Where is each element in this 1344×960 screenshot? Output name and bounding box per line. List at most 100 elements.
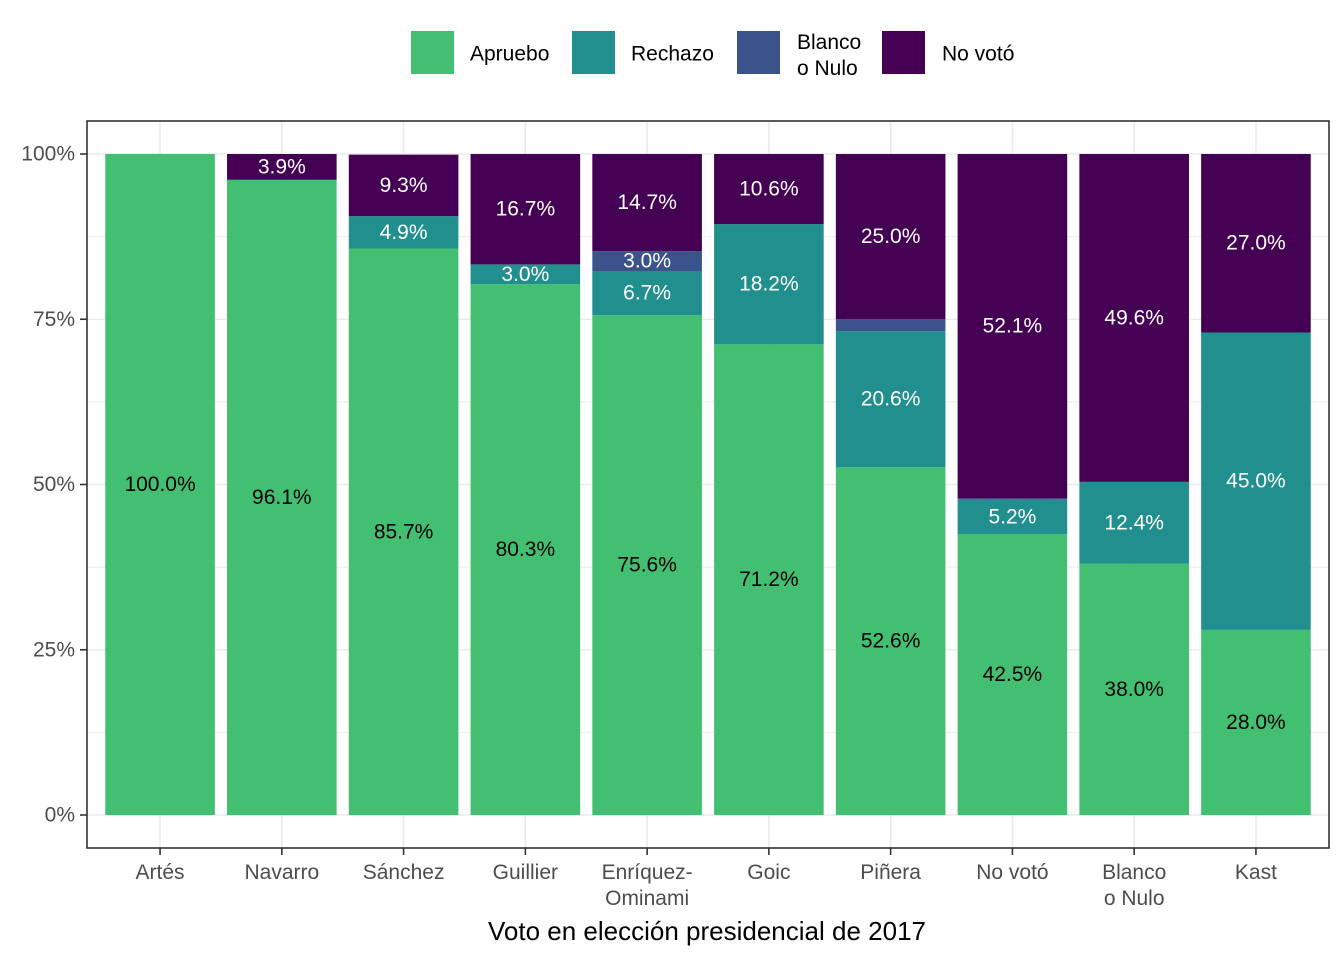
legend-label: Rechazo: [631, 43, 714, 66]
legend-label: No votó: [942, 43, 1014, 66]
bar-segment: [592, 315, 702, 815]
legend-item: Apruebo: [411, 31, 549, 74]
bar-segment: [470, 284, 581, 815]
legend-label: Blanco o Nulo: [797, 31, 861, 80]
bar-stack: 85.7% 4.9% 9.3%: [348, 154, 459, 815]
data-label: 3.0%: [501, 263, 549, 286]
data-label: 27.0%: [1226, 232, 1286, 255]
data-label: 75.6%: [617, 554, 677, 577]
data-label: 4.9%: [380, 221, 428, 244]
legend-label: Apruebo: [470, 43, 549, 66]
bar-segment: [957, 498, 1068, 500]
bar-segment: [1201, 332, 1311, 630]
legend-item: Rechazo: [572, 31, 714, 74]
bar-segment: [592, 251, 702, 271]
y-tick-label: 75%: [33, 308, 75, 331]
legend-item: No votó: [882, 31, 1014, 74]
x-axis-title: Voto en elección presidencial de 2017: [488, 916, 926, 946]
bar-segment: [957, 499, 1068, 535]
x-tick-label: Artés: [136, 861, 185, 884]
legend-key: [737, 31, 780, 74]
bar-segment: [1079, 154, 1189, 482]
data-label: 52.1%: [983, 315, 1043, 338]
data-label: 3.9%: [258, 155, 306, 178]
x-tick-label: Guillier: [493, 861, 558, 884]
bar-segment: [348, 248, 459, 815]
bar-stack: 28.0% 45.0% 27.0%: [1201, 154, 1311, 815]
data-label: 71.2%: [739, 568, 799, 591]
data-label: 16.7%: [496, 198, 556, 221]
data-label: 3.0%: [623, 250, 671, 273]
bar-segment: [105, 154, 215, 815]
x-axis: Artés Navarro Sánchez Guillier Enríquez-Omin…: [136, 848, 1277, 910]
bar-segment: [1079, 563, 1189, 815]
bar-stack: 96.1% 3.9%: [227, 154, 337, 816]
bar-stack: 75.6% 6.7% 3.0% 14.7%: [592, 154, 702, 815]
bar-segment: [714, 224, 824, 345]
bar-segment: [835, 467, 946, 815]
bar-stack: 80.3% 3.0% 16.7%: [470, 154, 581, 815]
plot-panel: 100.0% 96.1% 3.9% 85.7% 4.9% 9.3% 80.3% 3.0% 16.…: [86, 120, 1330, 849]
data-label: 45.0%: [1226, 470, 1286, 493]
data-label: 80.3%: [496, 538, 556, 561]
bar-segment: [1079, 481, 1189, 564]
bar-segment: [1201, 629, 1311, 815]
legend-key: [411, 31, 454, 74]
x-tick-label: Goic: [747, 861, 790, 884]
data-label: 100.0%: [124, 473, 195, 496]
x-tick-label: Blanco o Nulo: [1102, 861, 1166, 910]
data-label: 6.7%: [623, 282, 671, 305]
bar-stack: 38.0% 12.4% 49.6%: [1079, 154, 1189, 815]
data-label: 52.6%: [861, 630, 921, 653]
y-tick-label: 100%: [21, 143, 75, 166]
bar-segment: [592, 154, 702, 252]
data-label: 42.5%: [983, 663, 1043, 686]
data-label: 25.0%: [861, 225, 921, 248]
x-tick-label: Sánchez: [363, 861, 445, 884]
bar-segment: [714, 154, 824, 225]
bar-segment: [835, 154, 946, 320]
bar-segment: [227, 179, 337, 816]
bar-stack: 42.5% 5.2% 52.1%: [957, 154, 1068, 815]
bar-stack: 52.6% 20.6% 25.0%: [835, 154, 946, 815]
bar-segment: [592, 270, 702, 316]
bar-segment: [957, 154, 1068, 499]
legend: Apruebo Rechazo Blanco o Nulo No votó: [411, 31, 1014, 80]
bar-segment: [835, 331, 946, 468]
data-label: 38.0%: [1104, 678, 1164, 701]
data-label: 28.0%: [1226, 711, 1286, 734]
data-label: 5.2%: [988, 505, 1036, 528]
bar-segment: [348, 216, 459, 249]
y-axis: 0% 25% 50% 75% 100%: [21, 143, 87, 827]
bar-segment: [470, 264, 581, 285]
x-tick-label: Navarro: [244, 861, 319, 884]
bar-segment: [714, 344, 824, 815]
data-label: 14.7%: [617, 191, 677, 214]
y-tick-label: 25%: [33, 638, 75, 661]
y-tick-label: 0%: [45, 804, 75, 827]
data-label: 20.6%: [861, 388, 921, 411]
data-label: 12.4%: [1104, 511, 1164, 534]
bar-segment: [957, 534, 1068, 815]
x-tick-label: Kast: [1235, 861, 1277, 884]
legend-item: Blanco o Nulo: [737, 31, 861, 80]
bar-segment: [470, 154, 581, 265]
data-label: 85.7%: [374, 520, 434, 543]
x-tick-label: No votó: [976, 861, 1048, 884]
data-label: 18.2%: [739, 273, 799, 296]
data-label: 96.1%: [252, 486, 312, 509]
bar-segment: [835, 319, 946, 332]
legend-key: [572, 31, 615, 74]
bar-segment: [227, 154, 337, 180]
bar-segment: [348, 154, 459, 217]
legend-key: [882, 31, 925, 74]
bar-stack: 100.0%: [105, 154, 215, 815]
x-tick-label: Enríquez-Ominami: [602, 861, 693, 910]
data-label: 10.6%: [739, 178, 799, 201]
data-label: 9.3%: [380, 174, 428, 197]
bar-stack: 71.2% 18.2% 10.6%: [714, 154, 824, 815]
bar-segment: [1201, 154, 1311, 333]
x-tick-label: Piñera: [860, 861, 921, 884]
data-label: 49.6%: [1104, 306, 1164, 329]
